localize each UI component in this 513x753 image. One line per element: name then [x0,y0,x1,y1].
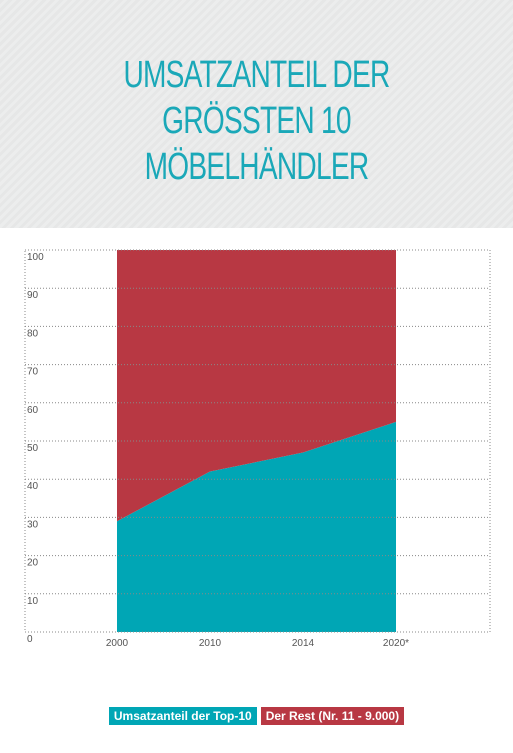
y-tick-label: 20 [27,558,39,569]
y-tick-label: 100 [27,252,44,263]
legend-entry: Der Rest (Nr. 11 - 9.000) [260,707,405,725]
title-line: GRÖSSTEN 10 [162,100,351,142]
legend: Umsatzanteil der Top-10 Der Rest (Nr. 11 … [0,707,513,725]
y-tick-label: 90 [27,290,39,301]
x-tick-label: 2020* [383,638,409,649]
y-tick-label: 10 [27,596,39,607]
legend-entry: Umsatzanteil der Top-10 [108,707,257,725]
x-tick-label: 2010 [199,638,222,649]
y-tick-label: 0 [27,634,33,645]
header: UMSATZANTEIL DER GRÖSSTEN 10 MÖBELHÄNDLE… [0,0,513,228]
chart: 0 10 20 30 40 50 60 70 80 90 100 2000 2010 2014 2020* [24,249,491,649]
x-tick-label: 2014 [292,638,315,649]
x-tick-label: 2000 [106,638,129,649]
area [117,421,396,632]
area [117,250,396,522]
y-tick-label: 80 [27,328,39,339]
y-tick-label: 70 [27,367,39,378]
title: UMSATZANTEIL DER GRÖSSTEN 10 MÖBELHÄNDLE… [36,52,477,190]
y-tick-label: 60 [27,405,39,416]
title-line: UMSATZANTEIL DER [123,54,390,96]
y-tick-label: 30 [27,519,39,530]
title-line: MÖBELHÄNDLER [144,146,370,188]
y-tick-label: 40 [27,481,39,492]
plot-frame [24,249,491,633]
y-tick-label: 50 [27,443,39,454]
